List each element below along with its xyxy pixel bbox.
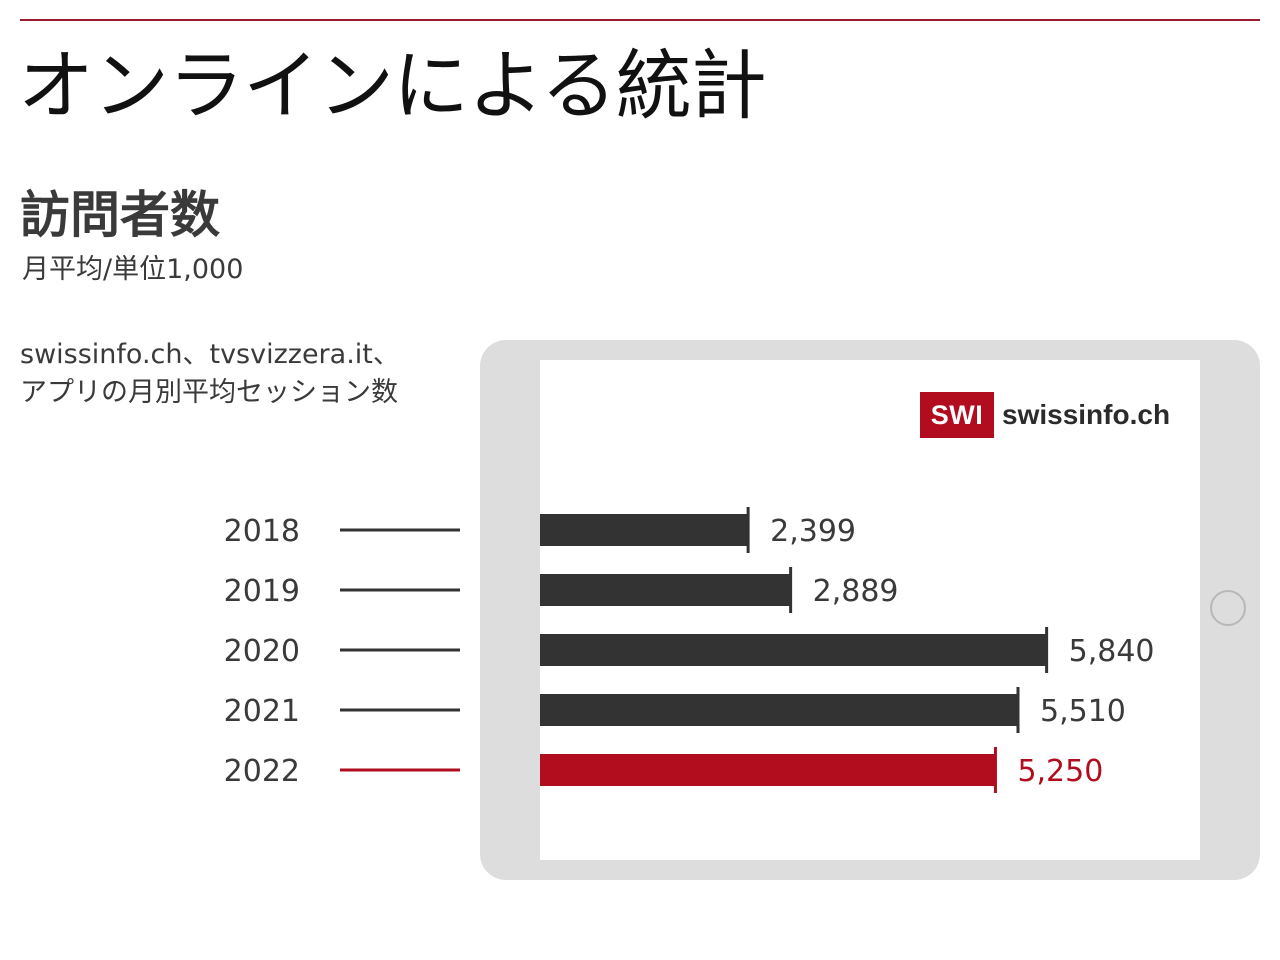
description-line-2: アプリの月別平均セッション数: [20, 376, 398, 408]
value-label: 2,399: [770, 514, 856, 549]
description-line-1: swissinfo.ch、tvsvizzera.it、: [20, 339, 400, 370]
year-label: 2020: [224, 634, 300, 669]
year-label: 2019: [224, 574, 300, 609]
tablet-home-button: [1210, 590, 1246, 626]
bar: [540, 634, 1047, 666]
section-title: 訪問者数: [20, 186, 220, 244]
year-label: 2022: [224, 754, 300, 789]
bar: [540, 514, 749, 546]
value-label: 5,840: [1069, 634, 1155, 669]
page-title: オンラインによる統計: [18, 41, 767, 130]
bar: [540, 754, 996, 786]
top-rule: [20, 19, 1260, 21]
unit-label: 月平均/単位1,000: [22, 254, 244, 285]
value-label: 5,510: [1040, 694, 1126, 729]
value-label: 2,889: [813, 574, 899, 609]
brand-logo: SWI swissinfo.ch: [920, 392, 1170, 438]
year-label: 2021: [224, 694, 300, 729]
year-label: 2018: [224, 514, 300, 549]
brand-badge: SWI: [920, 392, 994, 438]
bar: [540, 574, 791, 606]
value-label: 5,250: [1017, 754, 1103, 789]
chart-description: swissinfo.ch、tvsvizzera.it、 アプリの月別平均セッショ…: [20, 336, 400, 412]
brand-name: swissinfo.ch: [1002, 399, 1171, 430]
bar: [540, 694, 1018, 726]
